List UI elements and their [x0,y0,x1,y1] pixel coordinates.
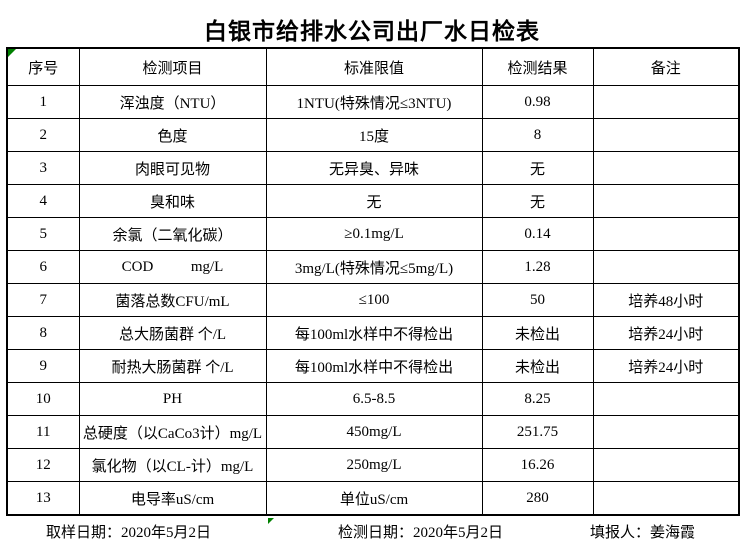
cell-standard: 每100ml水样中不得检出 [265,349,483,383]
cell-item: 色度 [78,118,267,152]
cell-item: 总硬度（以CaCo3计）mg/L [78,415,267,449]
cell-result: 无 [481,151,594,185]
header-row: 序号 检测项目 标准限值 检测结果 备注 [6,47,740,86]
cell-note [592,250,740,284]
table-row: 11 总硬度（以CaCo3计）mg/L 450mg/L 251.75 [6,415,740,449]
table-row: 6 COD mg/L 3mg/L(特殊情况≤5mg/L) 1.28 [6,250,740,284]
cell-result: 8 [481,118,594,152]
cell-item: 总大肠菌群 个/L [78,316,267,350]
cell-result: 8.25 [481,382,594,416]
cell-standard: ≤100 [265,283,483,317]
table-row: 4 臭和味无无 [6,184,740,218]
cell-result: 未检出 [481,349,594,383]
cell-item: 耐热大肠菌群 个/L [78,349,267,383]
green-corner-marker-icon [8,49,16,57]
cell-standard: 单位uS/cm [265,481,483,516]
cell-no: 11 [6,415,80,449]
cell-note [592,118,740,152]
testing-date-text: 检测日期：2020年5月2日 [338,525,504,541]
cell-item: 电导率uS/cm [78,481,267,516]
cell-note [592,85,740,119]
table-row: 7 菌落总数CFU/mL ≤100 50 培养48小时 [6,283,740,317]
green-corner-marker-icon [268,518,274,524]
page-title: 白银市给排水公司出厂水日检表 [204,18,540,44]
cell-result: 251.75 [481,415,594,449]
table-row: 3 肉眼可见物 无异臭、异味无 [6,151,740,185]
header-cell-item: 检测项目 [78,47,267,86]
header-cell-no: 序号 [6,47,80,86]
cell-note [592,481,740,516]
cell-result: 0.98 [481,85,594,119]
header-cell-note: 备注 [592,47,740,86]
header-cell-result: 检测结果 [481,47,594,86]
cell-no: 7 [6,283,80,317]
daily-check-table: 序号 检测项目 标准限值 检测结果 备注 1 浑浊度（NTU） 1NTU(特殊情况≤… [6,47,740,516]
cell-item: 浑浊度（NTU） [78,85,267,119]
header-cell-standard: 标准限值 [265,47,483,86]
cell-standard: 450mg/L [265,415,483,449]
cell-item: 氯化物（以CL-计）mg/L [78,448,267,482]
cell-note: 培养24小时 [592,349,740,383]
cell-note [592,448,740,482]
cell-standard: 250mg/L [265,448,483,482]
cell-result: 无 [481,184,594,218]
footer: 取样日期：2020年5月2日 检测日期：2020年5月2日 填报人：姜海霞 [0,521,744,543]
table-row: 5 余氯（二氧化碳） ≥0.1mg/L 0.14 [6,217,740,251]
cell-no: 3 [6,151,80,185]
cell-standard: 无异臭、异味 [265,151,483,185]
cell-item: 菌落总数CFU/mL [78,283,267,317]
cell-item: 肉眼可见物 [78,151,267,185]
cell-result: 16.26 [481,448,594,482]
table-header: 序号 检测项目 标准限值 检测结果 备注 [6,47,740,86]
cell-standard: ≥0.1mg/L [265,217,483,251]
cell-no: 13 [6,481,80,516]
cell-note: 培养48小时 [592,283,740,317]
cell-item: 余氯（二氧化碳） [78,217,267,251]
table-row: 13 电导率uS/cm 单位uS/cm 280 [6,481,740,516]
cell-result: 50 [481,283,594,317]
sampling-date-text: 取样日期：2020年5月2日 [46,525,212,541]
table-row: 2 色度 15度 8 [6,118,740,152]
table-row: 8 总大肠菌群 个/L 每100ml水样中不得检出 未检出 培养24小时 [6,316,740,350]
cell-note [592,217,740,251]
cell-no: 9 [6,349,80,383]
cell-note: 培养24小时 [592,316,740,350]
table-row: 12 氯化物（以CL-计）mg/L 250mg/L 16.26 [6,448,740,482]
cell-standard: 无 [265,184,483,218]
cell-note [592,184,740,218]
cell-note [592,382,740,416]
cell-standard: 15度 [265,118,483,152]
cell-no: 4 [6,184,80,218]
cell-no: 1 [6,85,80,119]
cell-no: 8 [6,316,80,350]
cell-standard: 6.5-8.5 [265,382,483,416]
cell-note [592,415,740,449]
cell-result: 0.14 [481,217,594,251]
cell-item: COD mg/L [78,250,267,284]
cell-standard: 1NTU(特殊情况≤3NTU) [265,85,483,119]
cell-standard: 每100ml水样中不得检出 [265,316,483,350]
cell-no: 6 [6,250,80,284]
cell-result: 280 [481,481,594,516]
cell-no: 10 [6,382,80,416]
cell-no: 5 [6,217,80,251]
reporter-text: 填报人：姜海霞 [590,525,696,541]
table-row: 9 耐热大肠菌群 个/L 每100ml水样中不得检出 未检出 培养24小时 [6,349,740,383]
cell-result: 未检出 [481,316,594,350]
cell-no: 12 [6,448,80,482]
cell-result: 1.28 [481,250,594,284]
cell-standard: 3mg/L(特殊情况≤5mg/L) [265,250,483,284]
cell-item: PH [78,382,267,416]
cell-note [592,151,740,185]
cell-no: 2 [6,118,80,152]
table-row: 1 浑浊度（NTU） 1NTU(特殊情况≤3NTU) 0.98 [6,85,740,119]
cell-item: 臭和味 [78,184,267,218]
table-row: 10 PH 6.5-8.5 8.25 [6,382,740,416]
table-body: 1 浑浊度（NTU） 1NTU(特殊情况≤3NTU) 0.98 2 色度 15度 8 3 肉眼可见… [6,85,740,516]
